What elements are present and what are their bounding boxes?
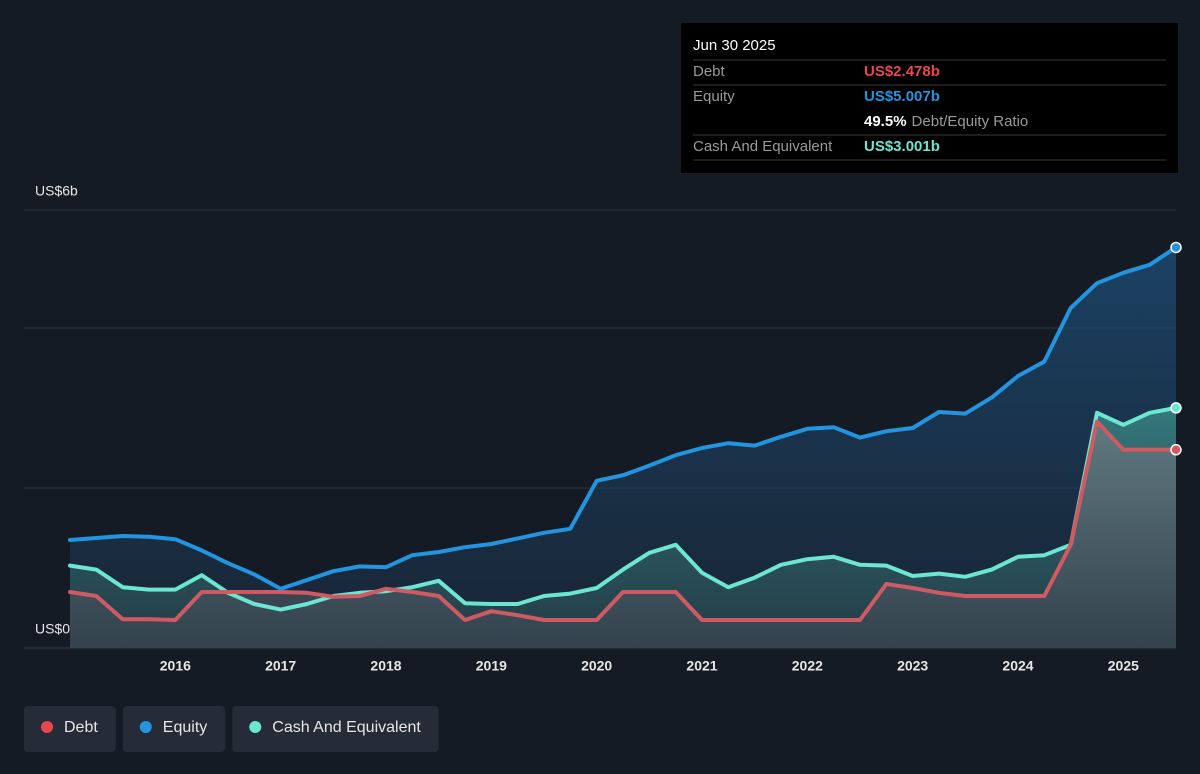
legend-label[interactable]: Debt — [64, 719, 98, 736]
legend-dot — [249, 721, 261, 733]
ratio-label: Debt/Equity Ratio — [912, 113, 1029, 130]
tooltip: Jun 30 2025 Debt US$2.478b Equity US$5.007b 4… — [681, 23, 1178, 173]
x-tick-label: 2023 — [897, 658, 928, 674]
x-tick-label: 2018 — [370, 658, 401, 674]
legend-item[interactable]: Debt — [24, 706, 116, 752]
x-tick-label: 2019 — [476, 658, 507, 674]
end-dot — [1171, 403, 1181, 413]
tooltip-date: Jun 30 2025 — [693, 37, 776, 54]
ratio-value: 49.5% — [864, 113, 907, 130]
x-tick-label: 2016 — [160, 658, 191, 674]
tooltip-label: Cash And Equivalent — [693, 138, 833, 155]
legend-item[interactable]: Cash And Equivalent — [232, 706, 439, 752]
x-tick-label: 2025 — [1108, 658, 1139, 674]
tooltip-label: Debt — [693, 63, 726, 80]
y-top-label: US$6b — [35, 183, 78, 199]
x-tick-label: 2022 — [792, 658, 823, 674]
tooltip-ratio: 49.5% Debt/Equity Ratio — [864, 113, 1028, 130]
x-tick-label: 2017 — [265, 658, 296, 674]
tooltip-value: US$3.001b — [864, 138, 940, 155]
y-tick-label: US$0 — [35, 621, 70, 637]
tooltip-value: US$5.007b — [864, 88, 940, 105]
legend-label[interactable]: Equity — [163, 719, 207, 736]
x-tick-label: 2020 — [581, 658, 612, 674]
x-tick-label: 2024 — [1002, 658, 1033, 674]
legend-dot — [41, 721, 53, 733]
end-dot — [1171, 445, 1181, 455]
end-dot — [1171, 242, 1181, 252]
legend-dot — [140, 721, 152, 733]
tooltip-value: US$2.478b — [864, 63, 940, 80]
tooltip-label: Equity — [693, 88, 735, 105]
x-tick-label: 2021 — [686, 658, 717, 674]
legend-item[interactable]: Equity — [123, 706, 225, 752]
legend-label[interactable]: Cash And Equivalent — [272, 719, 421, 736]
